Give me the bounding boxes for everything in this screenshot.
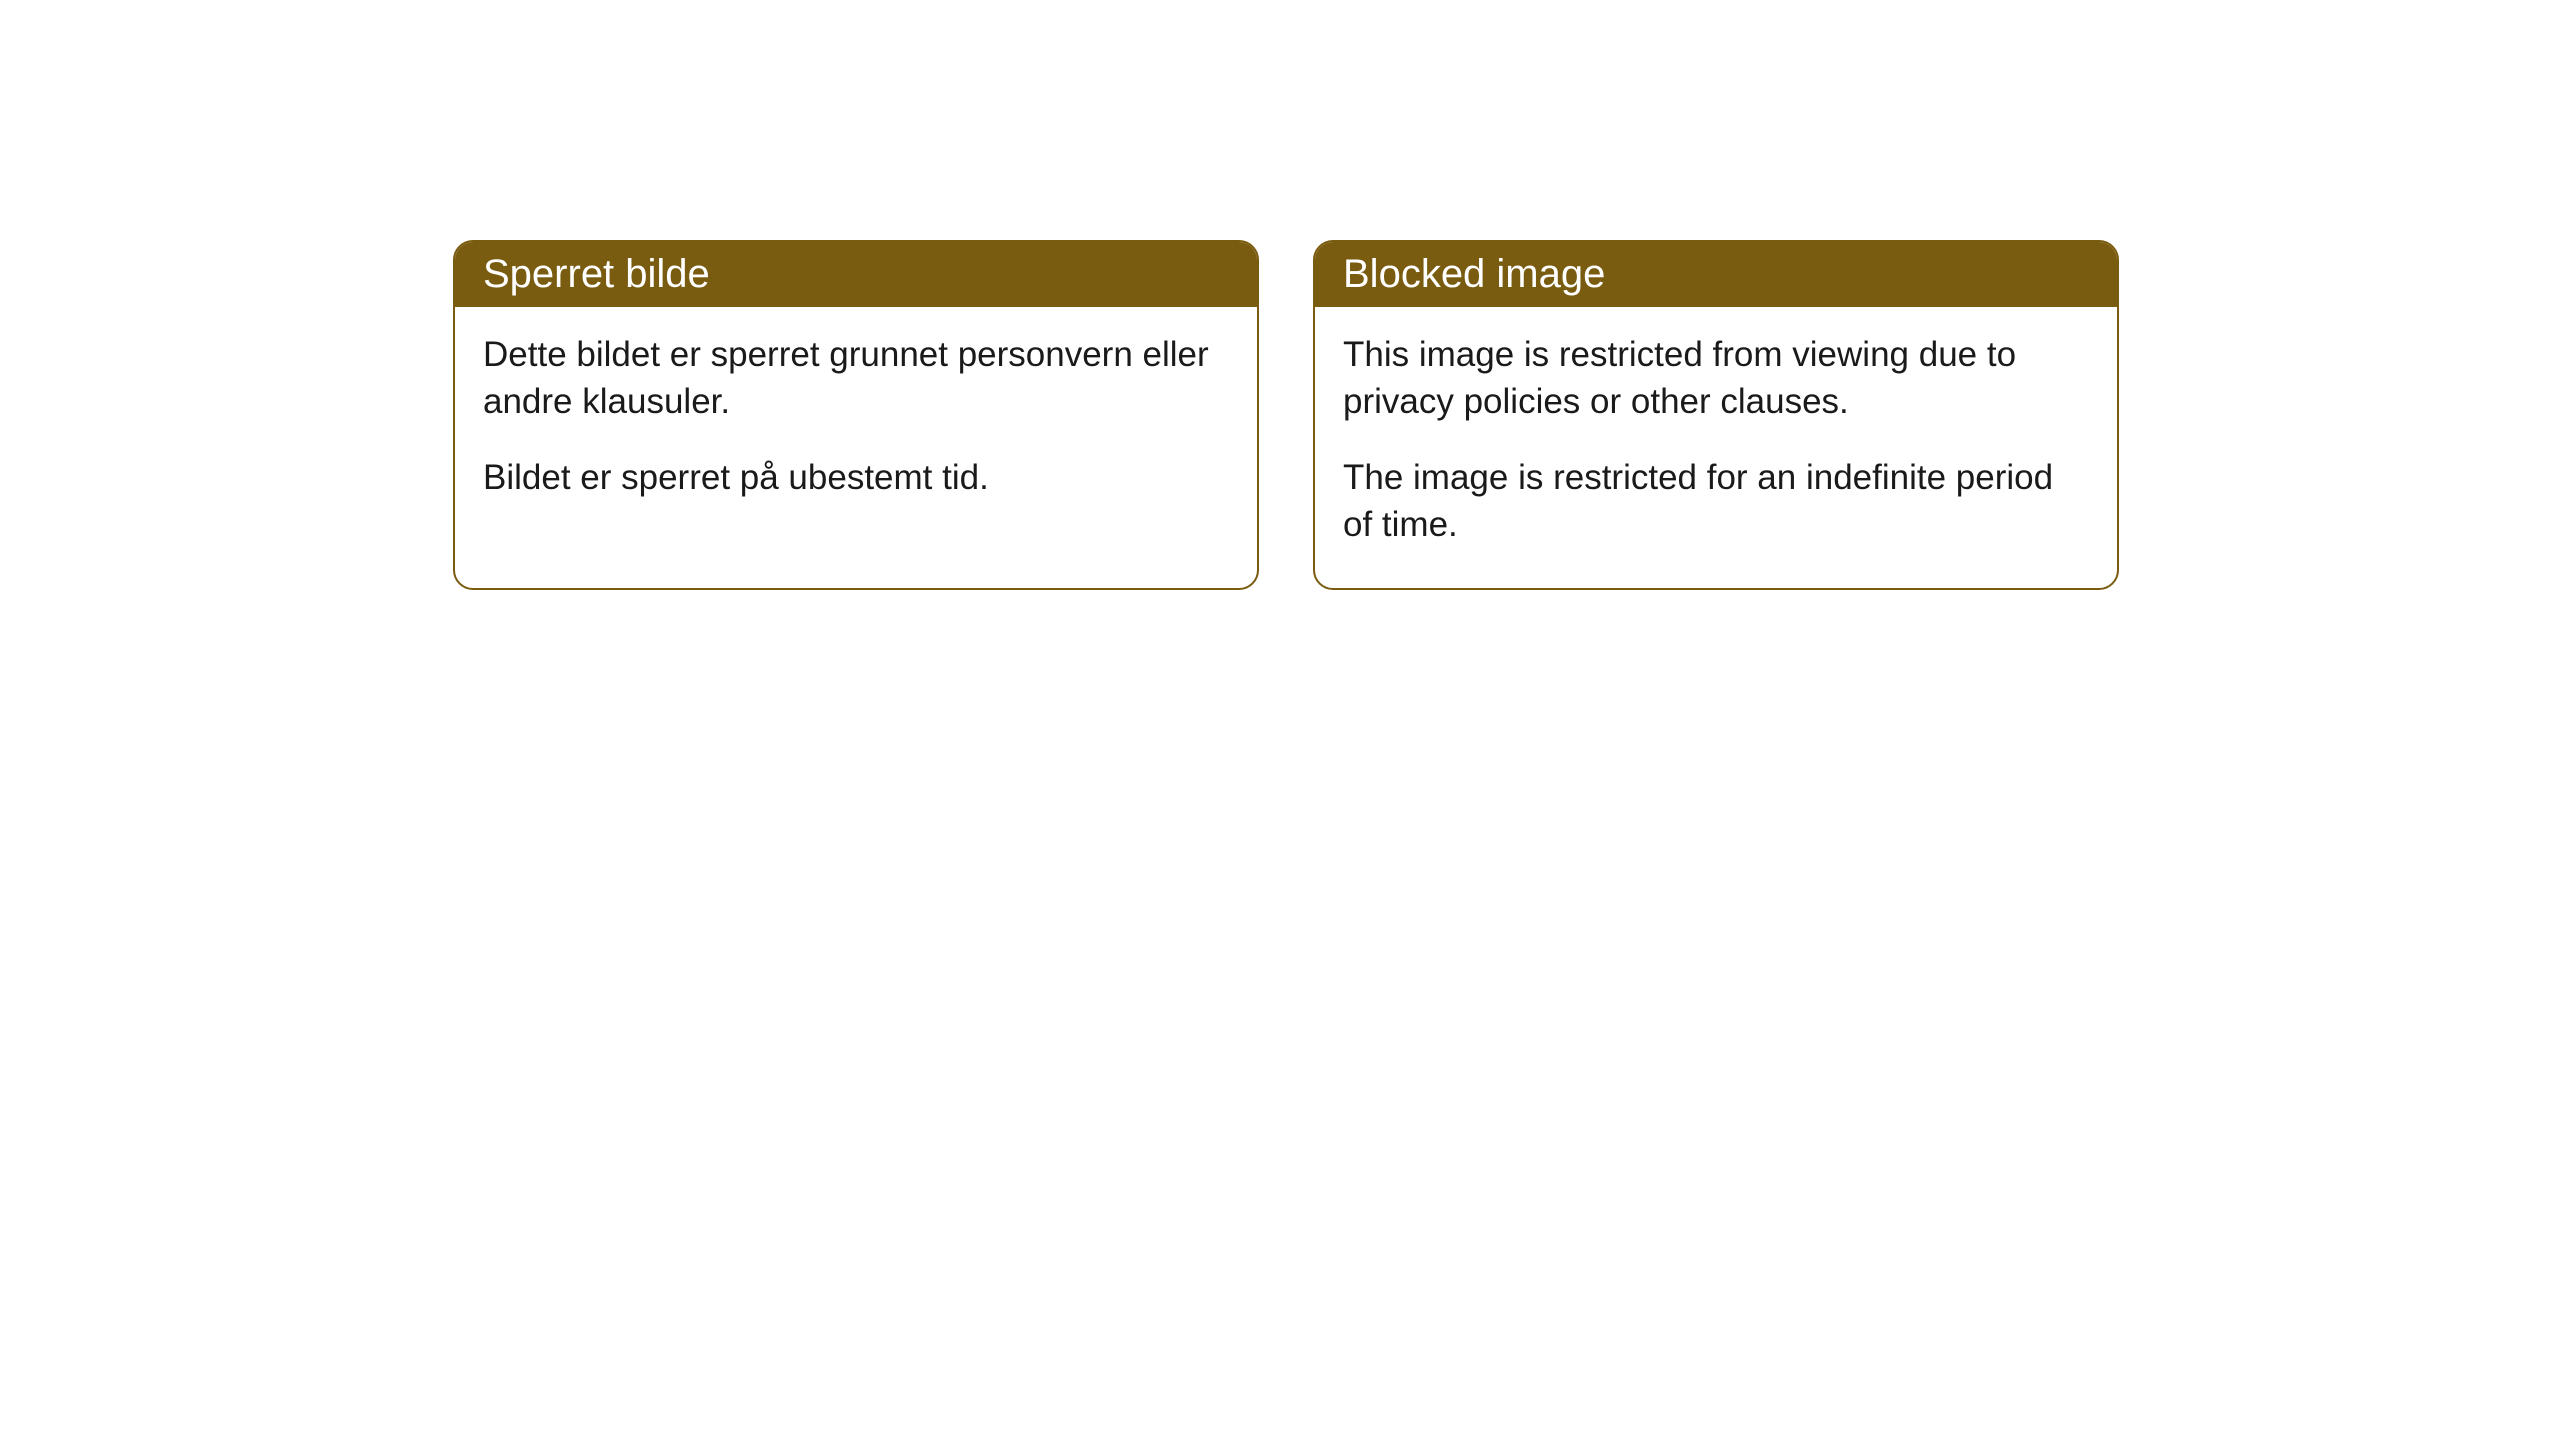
card-norwegian: Sperret bilde Dette bildet er sperret gr… bbox=[453, 240, 1259, 590]
cards-container: Sperret bilde Dette bildet er sperret gr… bbox=[0, 0, 2560, 590]
card-header-english: Blocked image bbox=[1315, 242, 2117, 307]
card-body-english: This image is restricted from viewing du… bbox=[1315, 307, 2117, 588]
card-paragraph-1-norwegian: Dette bildet er sperret grunnet personve… bbox=[483, 331, 1229, 426]
card-english: Blocked image This image is restricted f… bbox=[1313, 240, 2119, 590]
card-header-norwegian: Sperret bilde bbox=[455, 242, 1257, 307]
card-paragraph-1-english: This image is restricted from viewing du… bbox=[1343, 331, 2089, 426]
card-body-norwegian: Dette bildet er sperret grunnet personve… bbox=[455, 307, 1257, 541]
card-title-english: Blocked image bbox=[1343, 252, 1605, 296]
card-title-norwegian: Sperret bilde bbox=[483, 252, 710, 296]
card-paragraph-2-norwegian: Bildet er sperret på ubestemt tid. bbox=[483, 454, 1229, 501]
card-paragraph-2-english: The image is restricted for an indefinit… bbox=[1343, 454, 2089, 549]
